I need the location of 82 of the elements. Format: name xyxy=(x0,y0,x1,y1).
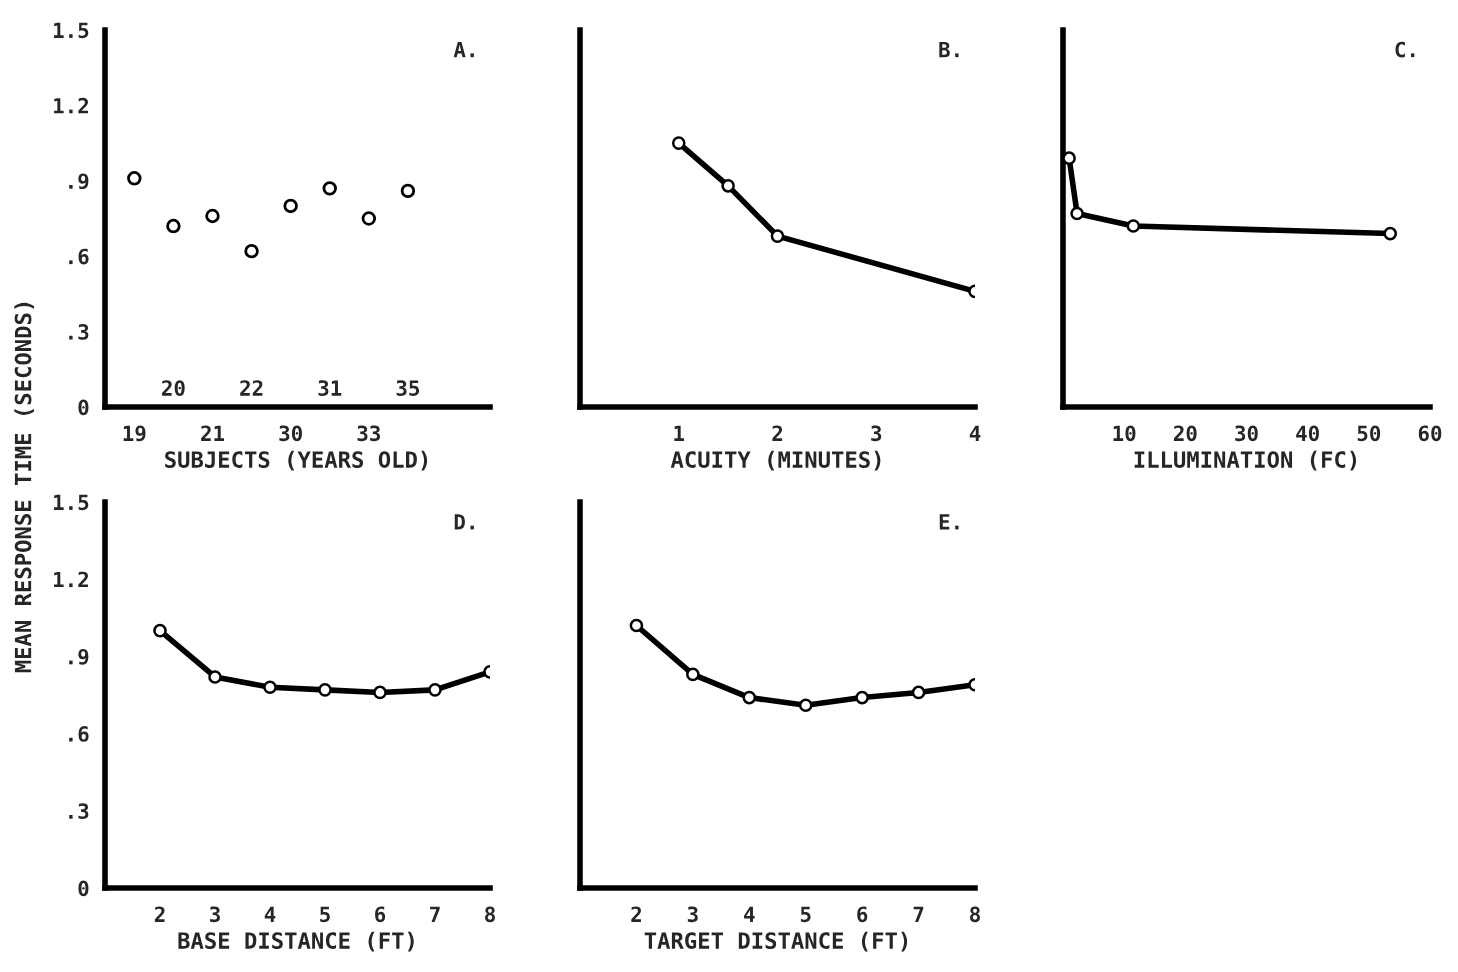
point xyxy=(671,136,686,150)
point xyxy=(770,229,785,243)
x-tick-label: 20 xyxy=(1173,425,1197,442)
annotation: B. xyxy=(939,41,959,58)
x-axis-title: ACUITY (MINUTES) xyxy=(670,450,881,471)
x-tick-label: 2 xyxy=(772,425,783,441)
annotation: E. xyxy=(939,514,959,530)
x-tick-label: 3 xyxy=(210,906,220,923)
x-tick-label: 2 xyxy=(154,906,165,922)
x-tick-label: 5 xyxy=(320,906,330,923)
point xyxy=(153,623,167,638)
point xyxy=(1070,206,1084,221)
point xyxy=(911,685,926,700)
y-tick-label: .9 xyxy=(69,173,89,190)
x-tick-label: 50 xyxy=(1357,425,1381,442)
y-tick-label: .3 xyxy=(69,803,89,820)
y-tick-label: 0 xyxy=(78,880,89,897)
point xyxy=(361,211,377,226)
point xyxy=(686,667,700,682)
x-tick-label: 6 xyxy=(375,906,386,923)
x-axis-title: SUBJECTS (YEARS OLD) xyxy=(165,450,428,471)
x-tick-label: 31 xyxy=(318,380,342,396)
point xyxy=(263,680,277,695)
point xyxy=(205,208,220,224)
annotation: C. xyxy=(1395,41,1415,58)
y-tick-label: .3 xyxy=(69,324,89,340)
x-tick-label: 8 xyxy=(485,906,495,923)
y-tick-label: 1.5 xyxy=(54,494,89,511)
x-tick-label: 10 xyxy=(1113,425,1136,442)
x-tick-label: 6 xyxy=(857,906,868,923)
x-axis-title: BASE DISTANCE (FT) xyxy=(178,931,414,952)
point xyxy=(629,618,644,633)
y-tick-label: .6 xyxy=(69,248,89,265)
x-tick-label: 22 xyxy=(240,380,263,396)
point xyxy=(318,683,332,697)
x-tick-label: 8 xyxy=(970,906,980,923)
y-tick-label: 1.5 xyxy=(54,22,89,39)
y-tick-label: .9 xyxy=(69,648,89,665)
x-tick-label: 5 xyxy=(800,906,811,923)
point xyxy=(855,690,869,705)
point xyxy=(283,198,298,214)
x-tick-label: 4 xyxy=(744,906,755,922)
point xyxy=(373,685,387,700)
point xyxy=(127,171,142,186)
x-tick-label: 60 xyxy=(1418,425,1442,442)
x-tick-label: 35 xyxy=(396,380,420,396)
y-axis-title: MEAN RESPONSE TIME (SECONDS) xyxy=(14,302,35,673)
text: A. xyxy=(453,41,474,58)
y-tick-label: 0 xyxy=(78,399,89,416)
x-axis-title: TARGET DISTANCE (FT) xyxy=(644,931,908,952)
x-tick-label: 3 xyxy=(687,906,698,923)
x-tick-label: 33 xyxy=(357,425,381,442)
point xyxy=(1383,226,1398,241)
y-tick-label: 1.2 xyxy=(54,97,88,114)
y-tick-label: 1.2 xyxy=(54,571,88,588)
x-tick-label: 30 xyxy=(1235,425,1258,442)
x-tick-label: 19 xyxy=(123,425,146,442)
x-tick-label: 7 xyxy=(913,906,924,922)
x-tick-label: 40 xyxy=(1296,425,1319,442)
point xyxy=(721,179,735,193)
x-tick-label: 1 xyxy=(674,425,685,441)
point xyxy=(798,698,813,713)
y-tick-label: .6 xyxy=(69,726,89,742)
x-tick-label: 21 xyxy=(201,425,225,441)
x-tick-label: 4 xyxy=(264,906,276,922)
point xyxy=(1063,151,1076,165)
point xyxy=(400,183,416,199)
x-tick-label: 3 xyxy=(871,425,882,442)
x-tick-label: 7 xyxy=(430,906,440,922)
point xyxy=(244,243,259,259)
point xyxy=(208,670,222,684)
point xyxy=(322,181,337,196)
point xyxy=(742,690,757,705)
point xyxy=(1126,219,1141,233)
x-tick-label: 20 xyxy=(162,380,185,396)
x-tick-label: 4 xyxy=(969,425,981,441)
x-axis-title: ILLUMINATION (FC) xyxy=(1134,450,1357,471)
x-tick-label: 30 xyxy=(279,425,302,442)
point xyxy=(428,683,442,697)
annotation: D. xyxy=(454,514,474,530)
x-tick-label: 2 xyxy=(631,906,641,922)
point xyxy=(166,218,181,234)
